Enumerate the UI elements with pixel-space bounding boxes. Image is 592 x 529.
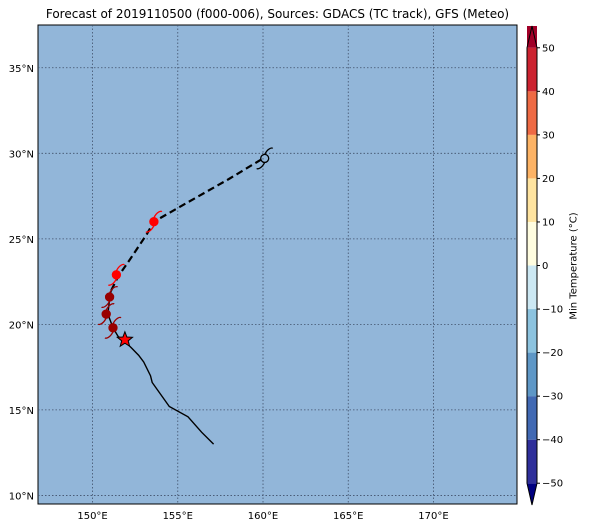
cyclone-ring — [108, 323, 118, 333]
cyclone-arm — [107, 278, 117, 286]
cyclone-symbol — [256, 147, 274, 170]
cyclone-symbol — [145, 210, 163, 233]
colorbar-tick-label: 30 — [542, 130, 555, 141]
lat-tick-label: 25°N — [9, 235, 34, 246]
lat-tick-label: 15°N — [9, 406, 34, 417]
colorbar-tick-label: 0 — [542, 261, 548, 272]
graticule-lines — [38, 25, 517, 504]
colorbar-segment — [527, 396, 537, 440]
colorbar-segment — [527, 265, 537, 310]
lon-tick-label: 155°E — [163, 511, 193, 522]
latitude-tick-labels: 10°N 15°N 20°N 25°N 30°N 35°N — [9, 64, 34, 503]
cyclone-symbol — [104, 316, 122, 339]
longitude-tick-labels: 150°E 155°E 160°E 165°E 170°E — [77, 511, 448, 522]
cyclone-arm — [105, 303, 115, 311]
cyclone-symbol — [97, 303, 115, 326]
cyclone-ring — [149, 217, 159, 227]
storm-symbols — [97, 147, 274, 348]
colorbar-segment — [527, 47, 537, 92]
lat-tick-label: 10°N — [9, 491, 34, 502]
lon-tick-label: 150°E — [77, 511, 107, 522]
cyclone-arm — [101, 300, 111, 308]
colorbar-segment — [527, 221, 537, 266]
cyclone-ring — [101, 309, 111, 319]
colorbar-segment — [527, 26, 537, 48]
lon-tick-label: 160°E — [248, 511, 278, 522]
lon-tick-label: 170°E — [418, 511, 448, 522]
forecast-track-line — [110, 157, 264, 291]
cyclone-ring — [260, 153, 270, 164]
colorbar-label: Min Temperature (°C) — [568, 212, 580, 320]
colorbar-segment — [527, 134, 537, 179]
cyclone-core — [108, 323, 118, 333]
cyclone-ring — [104, 292, 115, 302]
current-position-star-icon — [115, 330, 134, 348]
cyclone-core — [105, 292, 115, 302]
cyclone-arm — [112, 316, 122, 325]
cyclone-ring — [111, 270, 122, 280]
colorbar-tick-label: −40 — [542, 435, 563, 446]
colorbar-tick-label: −20 — [542, 348, 563, 359]
lat-tick-label: 20°N — [9, 320, 34, 331]
cyclone-arm — [97, 317, 107, 326]
colorbar-tick-label: 50 — [542, 43, 555, 54]
colorbar: 50 40 30 20 10 0 −10 −20 −30 −40 −50 — [526, 25, 563, 506]
colorbar-segment — [527, 439, 537, 484]
cyclone-core — [101, 309, 111, 319]
cyclone-core — [111, 270, 121, 280]
map-title: Forecast of 2019110500 (f000-006), Sourc… — [45, 7, 510, 21]
cyclone-arm — [256, 162, 266, 170]
colorbar-segment — [527, 352, 537, 397]
lat-tick-label: 35°N — [9, 64, 34, 75]
colorbar-tick-label: 40 — [542, 87, 555, 98]
colorbar-tick-label: 20 — [542, 174, 555, 185]
map-frame — [37, 24, 518, 505]
cyclone-arm — [104, 331, 114, 339]
cyclone-symbol — [101, 286, 119, 308]
colorbar-tick-label: 10 — [542, 217, 555, 228]
cyclone-arm — [109, 286, 119, 294]
colorbar-segment — [527, 309, 537, 353]
colorbar-tick-label: −50 — [542, 479, 563, 490]
lat-tick-label: 30°N — [9, 149, 34, 160]
cyclone-symbol — [107, 263, 125, 286]
cyclone-arm — [264, 147, 274, 155]
colorbar-segment — [527, 178, 537, 222]
colorbar-segment — [527, 91, 537, 135]
colorbar-extend-min — [527, 483, 537, 505]
lon-tick-label: 165°E — [333, 511, 363, 522]
observed-track-line — [107, 290, 215, 445]
colorbar-tick-label: −30 — [542, 392, 563, 403]
cyclone-arm — [153, 210, 163, 219]
cyclone-arm — [145, 225, 155, 233]
cyclone-core — [149, 217, 159, 227]
cyclone-arm — [115, 263, 125, 272]
storm-track — [107, 157, 264, 445]
colorbar-tick-label: −10 — [542, 305, 563, 316]
